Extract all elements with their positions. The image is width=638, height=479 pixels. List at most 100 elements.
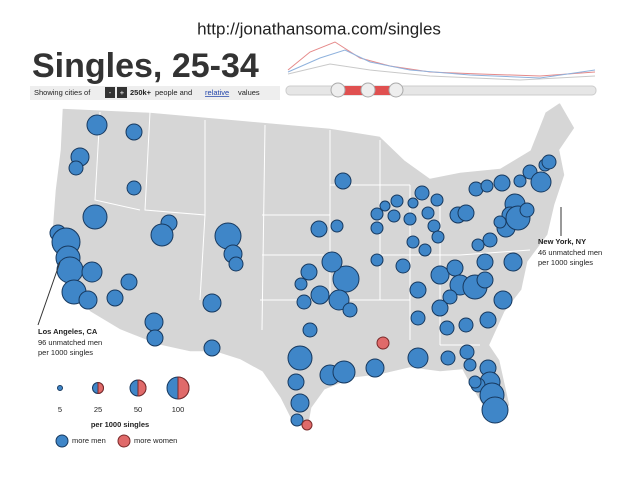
- plus-button[interactable]: [117, 87, 127, 98]
- city-bubble[interactable]: [290, 413, 304, 427]
- slider-handle[interactable]: [330, 82, 346, 98]
- city-bubble[interactable]: [332, 265, 360, 293]
- city-bubble[interactable]: [457, 204, 475, 222]
- city-bubble[interactable]: [442, 289, 458, 305]
- city-bubble[interactable]: [106, 289, 124, 307]
- city-bubble[interactable]: [330, 219, 344, 233]
- city-bubble[interactable]: [493, 290, 513, 310]
- city-bubble[interactable]: [440, 350, 456, 366]
- city-bubble[interactable]: [146, 329, 164, 347]
- city-bubble[interactable]: [370, 207, 384, 221]
- city-bubble[interactable]: [370, 221, 384, 235]
- city-bubble[interactable]: [430, 193, 444, 207]
- city-bubble[interactable]: [300, 263, 318, 281]
- legend-unit: per 1000 singles: [91, 420, 149, 429]
- city-bubble[interactable]: [439, 320, 455, 336]
- city-bubble[interactable]: [476, 253, 494, 271]
- city-bubble[interactable]: [482, 232, 498, 248]
- city-bubble[interactable]: [120, 273, 138, 291]
- city-bubble[interactable]: [479, 311, 497, 329]
- city-bubble[interactable]: [513, 174, 527, 188]
- city-bubble[interactable]: [214, 222, 242, 250]
- age-sparkline: [285, 41, 597, 98]
- city-bubble[interactable]: [427, 219, 441, 233]
- city-bubble[interactable]: [321, 251, 343, 273]
- city-bubble[interactable]: [406, 235, 420, 249]
- city-bubble[interactable]: [418, 243, 432, 257]
- city-bubble[interactable]: [290, 393, 310, 413]
- city-bubble[interactable]: [56, 256, 84, 284]
- city-bubble[interactable]: [407, 347, 429, 369]
- city-bubble[interactable]: [228, 256, 244, 272]
- city-bubble[interactable]: [68, 160, 84, 176]
- city-bubble[interactable]: [407, 197, 419, 209]
- city-bubble[interactable]: [493, 174, 511, 192]
- city-bubble[interactable]: [414, 185, 430, 201]
- city-bubble[interactable]: [365, 358, 385, 378]
- city-bubble[interactable]: [390, 194, 404, 208]
- annotation-title: New York, NY: [538, 237, 586, 246]
- city-bubble[interactable]: [468, 375, 482, 389]
- city-bubble[interactable]: [296, 294, 312, 310]
- controls-prefix: Showing cities of: [34, 88, 91, 97]
- city-bubble[interactable]: [301, 419, 313, 431]
- city-bubble[interactable]: [395, 258, 411, 274]
- city-bubble[interactable]: [541, 154, 557, 170]
- city-bubble[interactable]: [421, 206, 435, 220]
- city-bubble[interactable]: [387, 209, 401, 223]
- city-bubble[interactable]: [376, 336, 390, 350]
- relative-link[interactable]: relative: [205, 88, 229, 97]
- city-bubble[interactable]: [403, 212, 417, 226]
- city-bubble[interactable]: [125, 123, 143, 141]
- city-bubble[interactable]: [431, 230, 445, 244]
- city-bubble[interactable]: [144, 312, 164, 332]
- city-bubble[interactable]: [86, 114, 108, 136]
- city-bubble[interactable]: [480, 179, 494, 193]
- city-bubble[interactable]: [481, 396, 509, 424]
- city-bubble[interactable]: [332, 360, 356, 384]
- city-bubble[interactable]: [459, 344, 475, 360]
- city-bubble[interactable]: [458, 317, 474, 333]
- city-bubble[interactable]: [463, 358, 477, 372]
- city-bubble[interactable]: [203, 339, 221, 357]
- city-bubble[interactable]: [379, 200, 391, 212]
- leader-line: [37, 261, 61, 326]
- city-bubble[interactable]: [342, 302, 358, 318]
- minus-label[interactable]: -: [109, 88, 112, 97]
- city-bubble[interactable]: [126, 180, 142, 196]
- city-bubble[interactable]: [302, 322, 318, 338]
- city-bubble[interactable]: [370, 253, 384, 267]
- city-bubble[interactable]: [287, 345, 313, 371]
- city-bubble[interactable]: [530, 171, 552, 193]
- city-bubble[interactable]: [78, 290, 98, 310]
- slider-handle[interactable]: [388, 82, 404, 98]
- city-bubble[interactable]: [493, 215, 507, 229]
- city-bubble[interactable]: [328, 289, 350, 311]
- city-bubble[interactable]: [409, 281, 427, 299]
- spark-line: [287, 49, 596, 79]
- city-bubble[interactable]: [82, 204, 108, 230]
- title: Singles, 25-34: [32, 47, 259, 85]
- city-bubble[interactable]: [310, 285, 330, 305]
- city-bubble[interactable]: [294, 277, 308, 291]
- city-bubble[interactable]: [476, 271, 494, 289]
- city-bubble[interactable]: [202, 293, 222, 313]
- size-threshold: 250k+: [130, 88, 152, 97]
- city-bubble[interactable]: [471, 238, 485, 252]
- minus-button[interactable]: [105, 87, 115, 98]
- city-bubble[interactable]: [519, 202, 535, 218]
- city-bubble[interactable]: [430, 265, 450, 285]
- slider-handle[interactable]: [360, 82, 376, 98]
- city-bubble[interactable]: [310, 220, 328, 238]
- legend-label: more women: [134, 436, 177, 445]
- city-bubble[interactable]: [334, 172, 352, 190]
- city-bubble[interactable]: [503, 252, 523, 272]
- plus-label[interactable]: +: [120, 88, 125, 97]
- city-bubble[interactable]: [81, 261, 103, 283]
- city-bubble[interactable]: [431, 299, 449, 317]
- city-bubble[interactable]: [287, 373, 305, 391]
- city-bubble[interactable]: [410, 310, 426, 326]
- city-bubble[interactable]: [446, 259, 464, 277]
- city-bubble[interactable]: [150, 223, 174, 247]
